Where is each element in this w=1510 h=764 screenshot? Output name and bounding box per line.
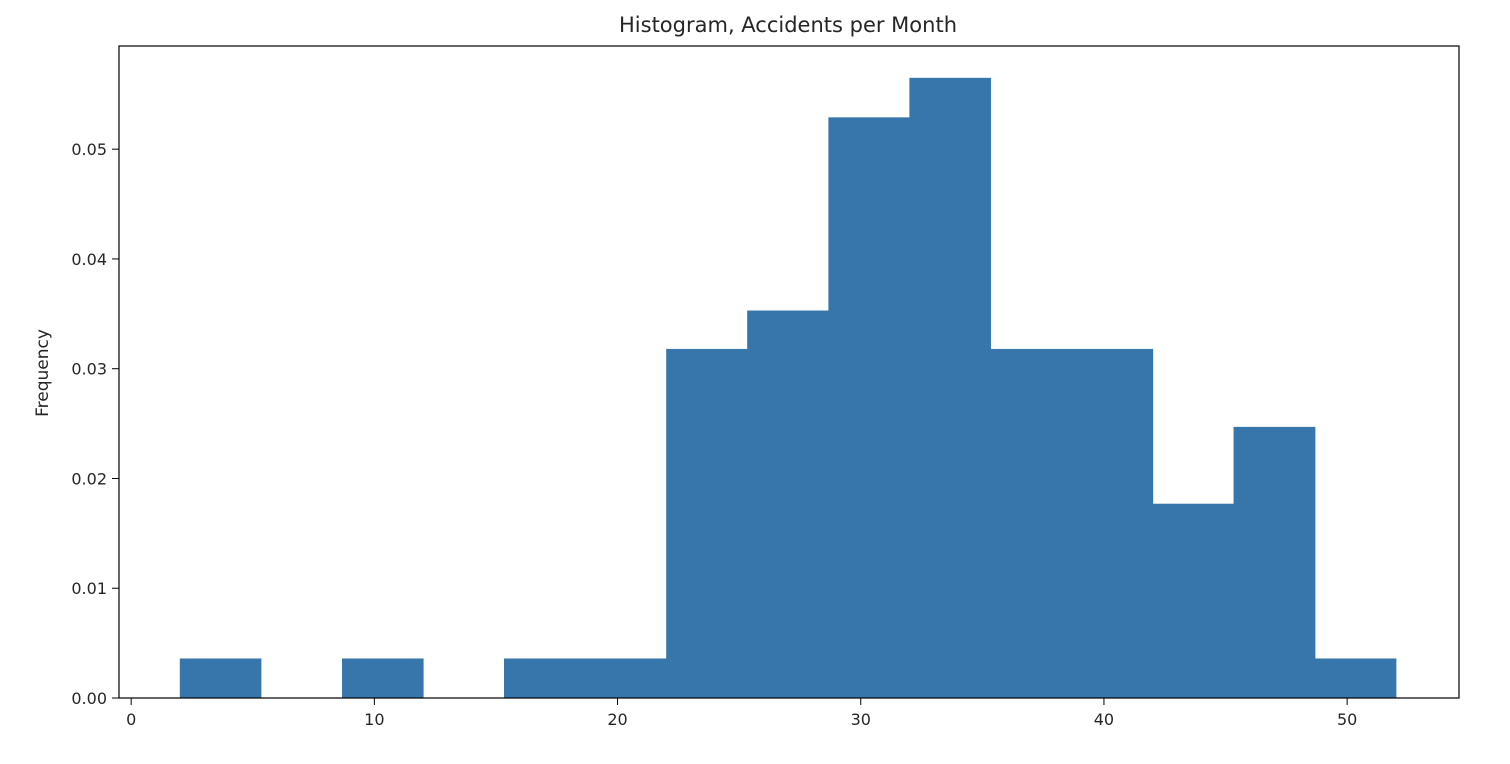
x-tick-label-2: 20 — [607, 710, 627, 729]
y-tick-label-0: 0.00 — [71, 689, 107, 708]
y-tick-label-5: 0.05 — [71, 140, 107, 159]
x-tick-label-3: 30 — [851, 710, 871, 729]
histogram-bars — [179, 77, 1397, 698]
x-tick-label-0: 0 — [126, 710, 136, 729]
x-tick-label-1: 10 — [364, 710, 384, 729]
x-tick-label-5: 50 — [1337, 710, 1357, 729]
histogram-bar-13 — [1233, 426, 1316, 698]
x-tick-label-4: 40 — [1094, 710, 1114, 729]
chart-title: Histogram, Accidents per Month — [619, 13, 957, 37]
histogram-bar-8 — [828, 117, 910, 698]
x-axis-ticks: 0 10 20 30 40 50 — [126, 698, 1357, 729]
y-tick-label-3: 0.03 — [71, 360, 107, 379]
y-axis-ticks: 0.00 0.01 0.02 0.03 0.04 0.05 — [71, 140, 119, 708]
histogram-bar-4 — [503, 658, 586, 698]
histogram-bar-0 — [179, 658, 262, 698]
histogram-bar-11 — [1071, 348, 1154, 698]
histogram-bar-2 — [342, 658, 424, 698]
histogram-bar-6 — [666, 348, 748, 698]
histogram-bar-14 — [1314, 658, 1397, 698]
plot-frame — [118, 45, 1460, 699]
histogram-bar-7 — [747, 310, 829, 698]
y-tick-label-1: 0.01 — [71, 579, 107, 598]
y-tick-label-4: 0.04 — [71, 250, 107, 269]
histogram-bar-9 — [909, 77, 991, 698]
histogram-bar-10 — [990, 348, 1073, 698]
histogram-bar-5 — [585, 658, 667, 698]
histogram-bar-12 — [1152, 503, 1235, 698]
y-tick-label-2: 0.02 — [71, 469, 107, 488]
y-axis-label: Frequency — [33, 329, 53, 417]
